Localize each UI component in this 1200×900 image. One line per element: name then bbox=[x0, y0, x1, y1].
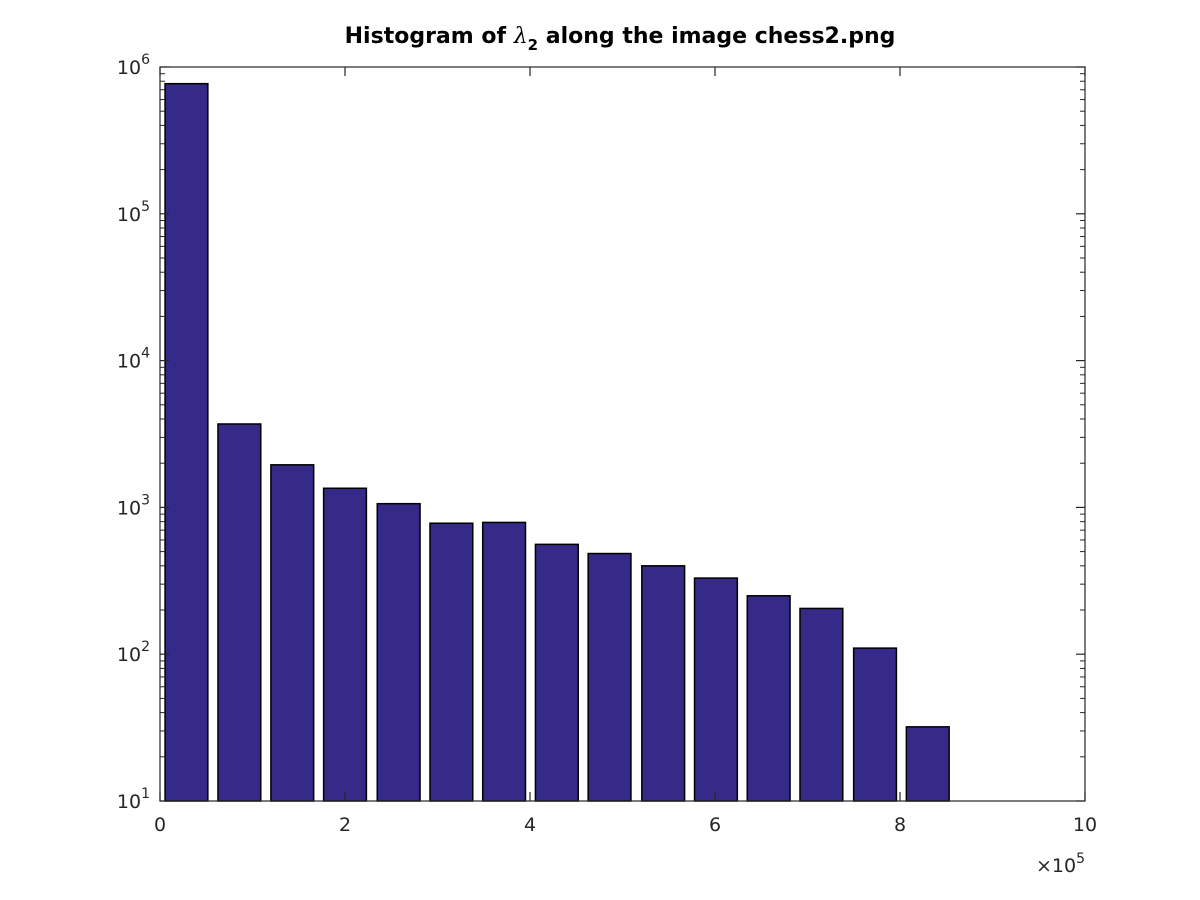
bar-9 bbox=[641, 565, 686, 802]
y-tick-label: 102 bbox=[117, 639, 150, 666]
title-suffix: along the image chess2.png bbox=[538, 24, 895, 49]
bar-13 bbox=[852, 647, 898, 802]
labels-group: 0 2 4 6 8 10 101 102 103 104 105 106 bbox=[117, 52, 1097, 836]
axes-group bbox=[159, 66, 1086, 802]
axes-box bbox=[159, 66, 1086, 802]
bar-6 bbox=[481, 521, 527, 802]
bar-12 bbox=[799, 607, 844, 802]
y-tick-label: 104 bbox=[117, 346, 150, 373]
title-symbol: λ bbox=[513, 24, 528, 49]
bar-0 bbox=[164, 82, 209, 802]
title-prefix: Histogram of bbox=[345, 24, 514, 49]
x-tick-label: 4 bbox=[524, 814, 536, 836]
x-tick-label: 2 bbox=[339, 814, 351, 836]
bar-2 bbox=[270, 464, 315, 802]
bar-4 bbox=[376, 502, 421, 802]
bar-11 bbox=[746, 595, 791, 802]
y-tick-label: 101 bbox=[117, 786, 150, 813]
y-tick-label: 106 bbox=[117, 52, 150, 79]
bar-5 bbox=[429, 522, 474, 802]
bar-7 bbox=[534, 543, 579, 802]
y-tick-label: 105 bbox=[117, 199, 150, 226]
title-subscript: 2 bbox=[528, 36, 538, 54]
bar-1 bbox=[217, 423, 262, 802]
x-multiplier-label: ×105 bbox=[1036, 851, 1085, 877]
chart-title: Histogram of λ2 along the image chess2.p… bbox=[345, 24, 896, 54]
bar-3 bbox=[322, 487, 368, 802]
y-tick-label: 103 bbox=[117, 492, 150, 519]
bar-10 bbox=[693, 577, 739, 802]
x-tick-label: 8 bbox=[894, 814, 906, 836]
x-tick-label: 6 bbox=[709, 814, 721, 836]
x-multiplier-base: ×10 bbox=[1036, 855, 1076, 877]
x-multiplier-exponent: 5 bbox=[1076, 851, 1085, 867]
bar-14 bbox=[905, 726, 950, 802]
x-tick-label: 0 bbox=[154, 814, 166, 836]
bar-8 bbox=[587, 552, 632, 802]
x-tick-label: 10 bbox=[1073, 814, 1097, 836]
bars-group bbox=[164, 82, 950, 802]
